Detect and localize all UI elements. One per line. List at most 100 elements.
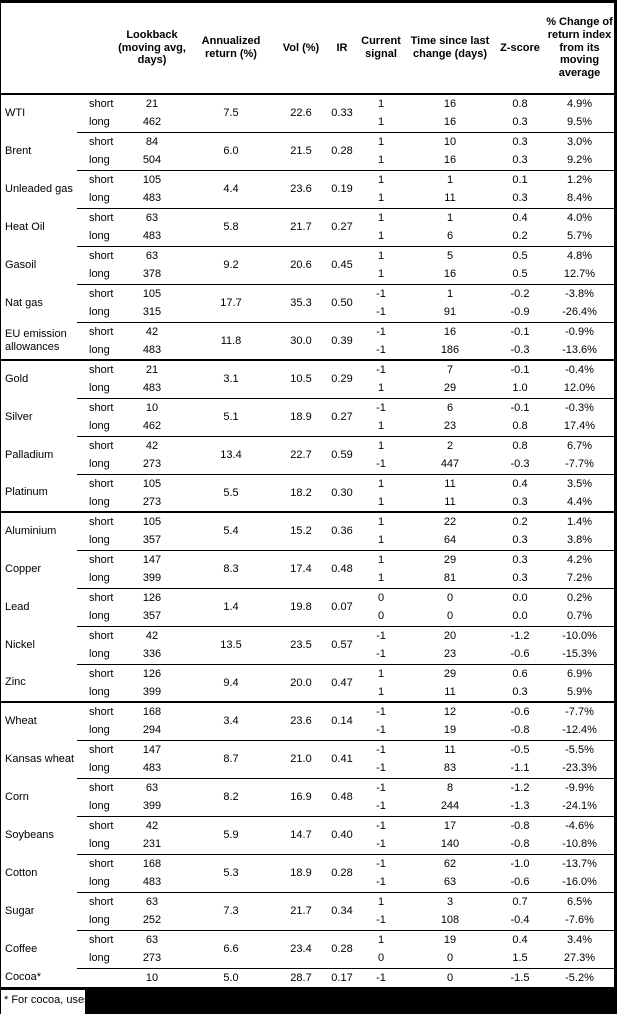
column-header-5: IR [327,3,357,95]
days-since-change-value: 83 [443,762,457,775]
table-row: Unleaded gas short 105 4.4 23.6 0.19 1 1 0.1 1.2% [1,169,614,208]
leg-label: long [89,724,110,737]
ir-value: 0.50 [327,283,357,322]
days-since-change-value: 20 [405,625,495,645]
ir-value: 0.27 [327,207,357,246]
current-signal-value: 1 [377,572,385,585]
pct-change-value: 4.9% [545,93,614,113]
commodity-name: Platinum [5,486,48,499]
commodity-name: Sugar [5,904,35,917]
current-signal-value: -1 [357,283,405,303]
table-row: long 483 1 6 0.2 5.7% [1,227,614,246]
annualized-return-value: 9.2 [187,245,275,284]
pct-change-value: 1.4% [545,511,614,531]
zscore-value: -0.4 [510,914,530,927]
annualized-return-value: 4.4 [187,169,275,208]
annualized-return-value: 13.4 [187,435,275,474]
leg-label: short [77,815,117,835]
zscore-value: 0.3 [495,131,545,151]
ir-value: 0.41 [327,739,357,778]
commodity-name: WTI [5,107,26,120]
pct-change-value: -5.5% [545,739,614,759]
table-row: long 483 -1 186 -0.3 -13.6% [1,341,614,360]
pct-change-value: -23.3% [562,762,597,775]
leg-label: short [77,245,117,265]
leg-label: short [77,169,117,189]
zscore-value: -1.1 [510,762,530,775]
days-since-change-value: 23 [443,420,457,433]
vol-value: 23.6 [275,169,327,208]
current-signal-value: -1 [376,914,386,927]
vol-value: 19.8 [275,587,327,626]
ir-value: 0.57 [327,625,357,664]
table-row: long 273 -1 447 -0.3 -7.7% [1,455,614,474]
lookback-value: 483 [142,192,162,205]
annualized-return-value: 8.2 [187,777,275,816]
annualized-return-value: 5.5 [187,473,275,512]
vol-value: 22.6 [275,93,327,132]
current-signal-value: -1 [357,321,405,341]
days-since-change-value: 16 [443,154,457,167]
ir-value: 0.28 [327,131,357,170]
zscore-value: -0.2 [495,283,545,303]
current-signal-value: 1 [357,435,405,455]
lookback-value: 378 [142,268,162,281]
lookback-value: 10 [117,397,187,417]
days-since-change-value: 1 [405,207,495,227]
lookback-value: 483 [142,876,162,889]
vol-value: 23.5 [275,625,327,664]
table-row: WTI short 21 7.5 22.6 0.33 1 16 0.8 4.9% [1,93,614,132]
pct-change-value: 6.9% [545,663,614,683]
annualized-return-value: 13.5 [187,625,275,664]
table-row: long 483 -1 83 -1.1 -23.3% [1,759,614,778]
table-row: long 504 1 16 0.3 9.2% [1,151,614,170]
lookback-value: 63 [117,777,187,797]
current-signal-value: 0 [357,587,405,607]
lookback-value: 273 [142,458,162,471]
lookback-value: 21 [117,359,187,379]
lookback-value: 483 [142,762,162,775]
days-since-change-value: 22 [405,511,495,531]
zscore-value: -0.3 [510,344,530,356]
table-row: long 378 1 16 0.5 12.7% [1,265,614,284]
commodity-name: Unleaded gas [5,182,73,195]
current-signal-value: 1 [357,207,405,227]
zscore-value: 0.3 [512,686,528,698]
zscore-value: -0.1 [495,397,545,417]
pct-change-value: -5.2% [545,967,614,987]
commodity-name: Gasoil [5,258,37,271]
days-since-change-value: 81 [443,572,457,585]
days-since-change-value: 447 [440,458,460,471]
leg-label: long [89,192,110,205]
commodity-name: Copper [5,562,42,575]
current-signal-value: 1 [357,169,405,189]
lookback-value: 483 [142,230,162,243]
pct-change-value: 3.5% [545,473,614,493]
leg-label: short [77,701,117,721]
leg-label: long [89,116,110,129]
footnote-text: * For cocoa, uses [4,994,90,1006]
zscore-value: -1.0 [495,853,545,873]
current-signal-value: 1 [357,549,405,569]
leg-label: long [89,268,110,281]
leg-label: long [89,534,110,547]
lookback-value: 63 [117,891,187,911]
current-signal-value: 1 [377,192,385,205]
lookback-value: 399 [142,572,162,585]
zscore-value: 0.1 [495,169,545,189]
footnote: * For cocoa, uses [1,990,614,1014]
zscore-value: 0.4 [495,929,545,949]
current-signal-value: 1 [357,245,405,265]
leg-label: long [89,496,110,508]
leg-label: long [89,800,110,813]
vol-value: 21.0 [275,739,327,778]
days-since-change-value: 91 [443,306,457,319]
zscore-value: -1.2 [495,777,545,797]
current-signal-value: -1 [357,701,405,721]
zscore-value: 0.2 [495,511,545,531]
current-signal-value: -1 [376,648,386,661]
table-row: long 483 1 29 1.0 12.0% [1,379,614,398]
table-row: long 399 1 81 0.3 7.2% [1,569,614,588]
ir-value: 0.45 [327,245,357,284]
